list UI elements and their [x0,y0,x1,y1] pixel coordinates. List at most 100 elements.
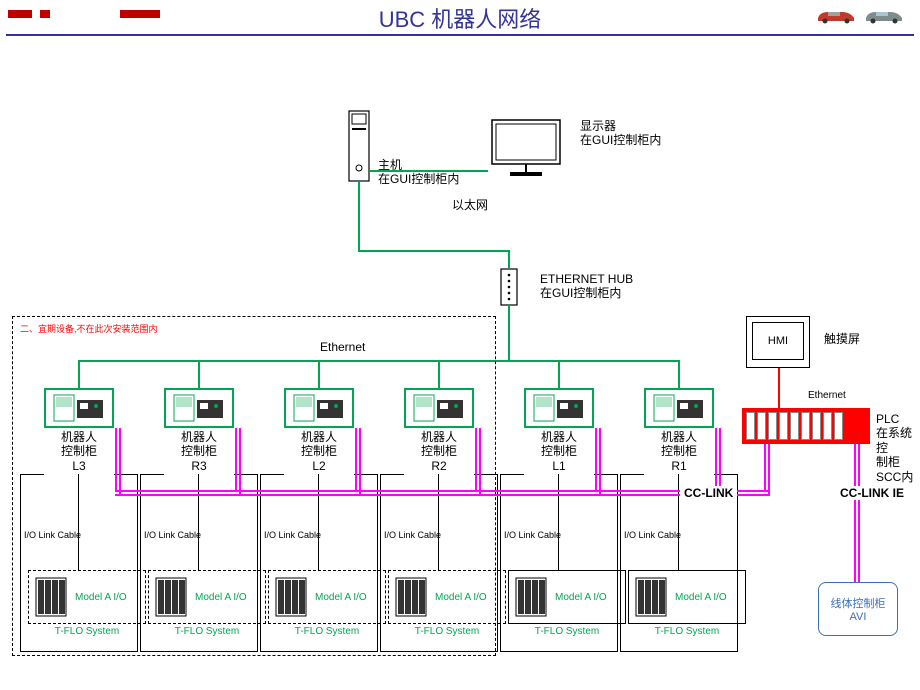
io1-sys: T-FLO System [148,626,266,637]
iolnk-v0 [78,474,79,570]
eth-down-to-hub-v [508,250,510,268]
avi-box: 线体控制柜 AVI [818,582,898,636]
host-l2: 在GUI控制柜内 [378,172,459,186]
ccl-d0b [119,428,121,496]
eth-host-monitor [370,170,488,172]
plc-rack [742,408,870,444]
encl-4t [500,474,524,475]
future-note: 二、宜期设备,不在此次安装范围内 [20,322,158,335]
encl-4t2 [594,474,618,475]
iolnk-v5 [678,474,679,570]
robot-R1-l2: 控制柜 [661,444,697,458]
io5-model: Model A I/O [675,592,727,603]
robot-L3-l1: 机器人 [61,430,97,444]
robot-dev-R2 [404,388,474,428]
robot-R3-l1: 机器人 [181,430,217,444]
encl-5t [620,474,644,475]
monitor-icon [488,116,564,180]
ccl-d1a [235,428,237,492]
robot-dev-L1 [524,388,594,428]
iolnk-v1 [198,474,199,570]
hmi-label: HMI [752,322,804,360]
eth-drop-3 [438,360,440,388]
iobox-4: Model A I/O T-FLO System [508,570,626,640]
robot-R3-l2: 控制柜 [181,444,217,458]
robot-L1-l1: 机器人 [541,430,577,444]
io0-sys: T-FLO System [28,626,146,637]
eth-drop-4 [558,360,560,388]
monitor-l1: 显示器 [580,119,661,133]
encl-1t [140,474,164,475]
eth-drop-2 [318,360,320,388]
io1-model: Model A I/O [195,592,247,603]
hmi-side: 触摸屏 [824,332,860,346]
cclink-label: CC-LINK [680,486,737,500]
robot-L3-n: L3 [72,459,85,473]
ccl-d2b [359,428,361,496]
ccl-d4a [595,428,597,492]
robot-L3-l2: 控制柜 [61,444,97,458]
hmi-box: HMI [746,316,810,368]
cclink-bus-top [115,490,768,492]
plc-l3: 制柜SCC内 [876,455,920,484]
eth-drop-1 [198,360,200,388]
io2-model: Model A I/O [315,592,367,603]
robot-L2-l2: 控制柜 [301,444,337,458]
plc-label: PLC 在系统控 制柜SCC内 [876,412,920,484]
hmi-plc-v [778,368,780,408]
robot-cab-L1: 机器人控制柜L1 [524,388,594,473]
hmi-eth: Ethernet [808,390,846,401]
robot-R1-l1: 机器人 [661,430,697,444]
monitor-label: 显示器 在GUI控制柜内 [580,119,661,148]
cclink-bus-bot [115,494,768,496]
robot-cab-L2: 机器人控制柜L2 [284,388,354,473]
monitor-l2: 在GUI控制柜内 [580,133,661,147]
ccl-d3b [479,428,481,496]
title-text: UBC 机器人网络 [379,2,542,34]
robot-R2-n: R2 [431,459,446,473]
iobox-1: Model A I/O T-FLO System [148,570,266,640]
io5-sys: T-FLO System [628,626,746,637]
hub-l2: 在GUI控制柜内 [540,286,633,300]
robot-dev-L3 [44,388,114,428]
robot-cab-R1: 机器人控制柜R1 [644,388,714,473]
ccl-plc-v1 [764,440,766,492]
encl-1t2 [234,474,258,475]
ethernet-top-label: 以太网 [452,198,488,212]
iolnk-v3 [438,474,439,570]
eth-hub-down [508,306,510,360]
hub-label: ETHERNET HUB 在GUI控制柜内 [540,272,633,301]
host-label: 主机 在GUI控制柜内 [378,158,459,187]
ccl-d0a [115,428,117,492]
ccl-d5a [715,428,717,492]
io3-sys: T-FLO System [388,626,506,637]
robot-dev-R1 [644,388,714,428]
hub-l1: ETHERNET HUB [540,272,633,286]
encl-0t [20,474,44,475]
io4-sys: T-FLO System [508,626,626,637]
encl-2t [260,474,284,475]
io0-model: Model A I/O [75,592,127,603]
robot-cab-R2: 机器人控制柜R2 [404,388,474,473]
robot-R1-n: R1 [671,459,686,473]
robot-R2-l2: 控制柜 [421,444,457,458]
ccl-plc-v2 [768,440,770,496]
car-icon-1 [814,6,858,24]
robot-dev-R3 [164,388,234,428]
ccl-d2a [355,428,357,492]
eth-host-down [358,182,360,252]
ethernet-hub-icon [500,268,518,306]
robot-R2-l1: 机器人 [421,430,457,444]
robot-L2-l1: 机器人 [301,430,337,444]
car-icon-2 [862,6,906,24]
encl-3t [380,474,404,475]
robot-R3-n: R3 [191,459,206,473]
io2-sys: T-FLO System [268,626,386,637]
plc-l1: PLC [876,412,920,426]
avi-l2: AVI [850,611,867,623]
page-title: UBC 机器人网络 [0,0,920,36]
cclie-v1 [854,444,856,582]
io4-model: Model A I/O [555,592,607,603]
plc-l2: 在系统控 [876,426,920,455]
encl-0t2 [114,474,138,475]
